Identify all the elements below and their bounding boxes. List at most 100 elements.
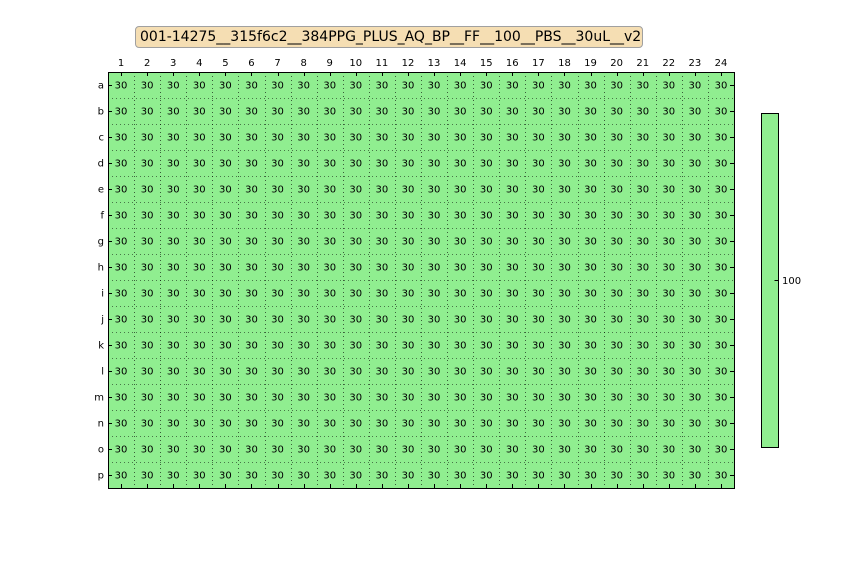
well-cell (499, 280, 526, 307)
well-value: 30 (141, 159, 154, 170)
well-cell (629, 410, 657, 437)
well-cell (342, 254, 370, 281)
well-value: 30 (715, 315, 728, 326)
well-cell (212, 332, 239, 359)
well-value: 30 (271, 263, 284, 274)
well-cell (577, 280, 605, 307)
well-value: 30 (610, 315, 623, 326)
well-value: 30 (376, 107, 389, 118)
well-cell (212, 410, 239, 437)
well-cell (134, 358, 161, 385)
well-cell (681, 384, 709, 411)
well-cell (316, 436, 344, 463)
well-cell (603, 72, 631, 99)
well-cell (421, 150, 448, 177)
well-value: 30 (271, 315, 284, 326)
well-value: 30 (506, 341, 519, 352)
well-value: 30 (558, 159, 571, 170)
well-value: 30 (558, 107, 571, 118)
well-value: 30 (715, 367, 728, 378)
well-cell (264, 462, 292, 489)
well-value: 30 (115, 419, 128, 430)
well-cell (368, 436, 396, 463)
well-value: 30 (454, 471, 467, 482)
well-value: 30 (610, 367, 623, 378)
well-cell (212, 254, 239, 281)
well-value: 30 (584, 263, 597, 274)
well-value: 30 (662, 133, 675, 144)
well-value: 30 (376, 471, 389, 482)
well-value: 30 (349, 419, 362, 430)
well-value: 30 (454, 211, 467, 222)
well-value: 30 (506, 159, 519, 170)
well-value: 30 (532, 81, 545, 92)
well-value: 30 (636, 263, 649, 274)
well-value: 30 (376, 289, 389, 300)
well-cell (655, 150, 683, 177)
well-cell (681, 332, 709, 359)
well-value: 30 (245, 211, 258, 222)
well-cell (447, 150, 474, 177)
well-cell (160, 332, 187, 359)
well-cell (264, 358, 292, 385)
well-cell (525, 150, 552, 177)
well-cell (681, 410, 709, 437)
well-cell (655, 254, 683, 281)
well-cell (629, 202, 657, 229)
well-value: 30 (532, 211, 545, 222)
well-value: 30 (193, 419, 206, 430)
well-value: 30 (141, 315, 154, 326)
well-cell (473, 202, 500, 229)
well-cell (551, 254, 578, 281)
well-value: 30 (636, 289, 649, 300)
well-cell (447, 72, 474, 99)
well-cell (473, 176, 500, 203)
well-cell (681, 306, 709, 333)
well-cell (394, 306, 422, 333)
well-value: 30 (193, 445, 206, 456)
well-value: 30 (454, 445, 467, 456)
well-value: 30 (662, 107, 675, 118)
well-value: 30 (167, 159, 180, 170)
well-value: 30 (297, 445, 310, 456)
well-value: 30 (376, 419, 389, 430)
well-cell (186, 176, 213, 203)
well-cell (186, 150, 213, 177)
well-value: 30 (662, 237, 675, 248)
well-cell (421, 384, 448, 411)
well-value: 30 (141, 107, 154, 118)
well-value: 30 (636, 185, 649, 196)
well-value: 30 (506, 471, 519, 482)
well-cell (421, 436, 448, 463)
well-cell (525, 410, 552, 437)
well-cell (629, 72, 657, 99)
well-cell (525, 306, 552, 333)
well-value: 30 (115, 445, 128, 456)
well-value: 30 (271, 367, 284, 378)
well-value: 30 (584, 367, 597, 378)
well-cell (290, 150, 318, 177)
well-cell (499, 384, 526, 411)
well-value: 30 (558, 185, 571, 196)
well-cell (525, 358, 552, 385)
well-value: 30 (454, 367, 467, 378)
well-cell (603, 332, 631, 359)
well-cell (577, 436, 605, 463)
well-value: 30 (167, 471, 180, 482)
well-value: 30 (376, 263, 389, 274)
well-cell (264, 436, 292, 463)
well-value: 30 (245, 367, 258, 378)
well-value: 30 (297, 315, 310, 326)
well-value: 30 (558, 341, 571, 352)
well-value: 30 (376, 81, 389, 92)
well-cell (290, 72, 318, 99)
well-cell (316, 72, 344, 99)
well-value: 30 (167, 289, 180, 300)
well-value: 30 (349, 315, 362, 326)
well-value: 30 (480, 289, 493, 300)
well-value: 30 (193, 237, 206, 248)
well-value: 30 (689, 159, 702, 170)
well-value: 30 (115, 81, 128, 92)
well-value: 30 (689, 471, 702, 482)
well-value: 30 (532, 445, 545, 456)
